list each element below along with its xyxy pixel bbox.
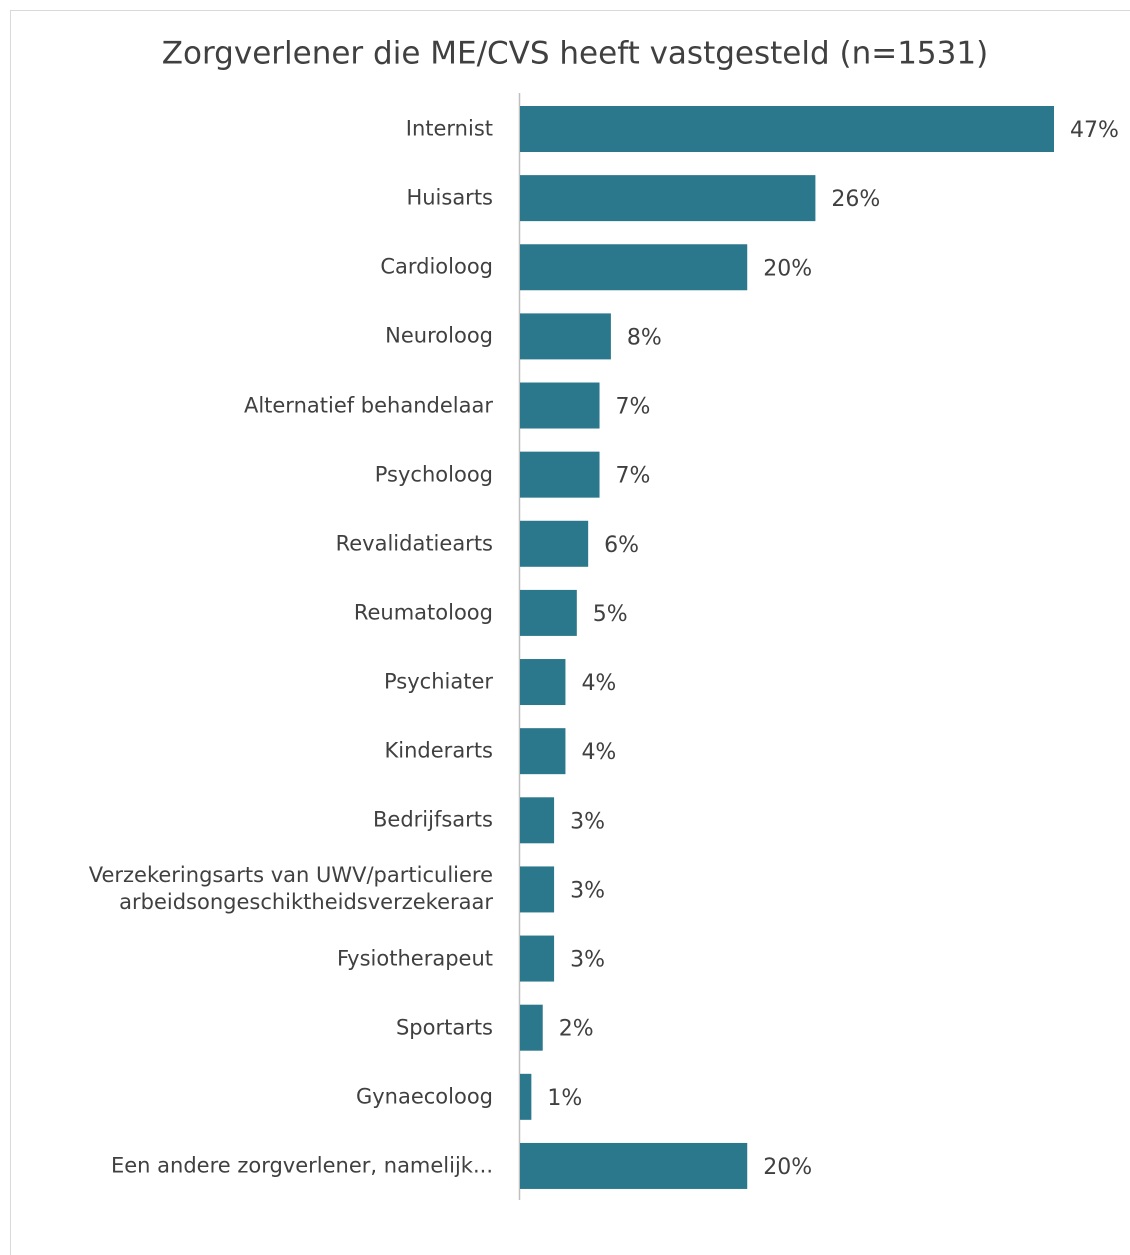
- chart-title: Zorgverlener die ME/CVS heeft vastgestel…: [162, 36, 988, 72]
- bar: [520, 244, 748, 291]
- category-label: Cardioloog: [380, 254, 493, 279]
- bar: [520, 1142, 748, 1189]
- value-label: 20%: [763, 1155, 812, 1180]
- category-label: Revalidatiearts: [335, 531, 493, 556]
- value-label: 26%: [831, 187, 880, 212]
- value-label: 1%: [547, 1086, 582, 1111]
- bar: [520, 728, 566, 775]
- value-label: 7%: [616, 395, 651, 420]
- category-label: Internist: [405, 116, 493, 141]
- chart-frame: [10, 10, 1130, 1255]
- bar: [520, 106, 1054, 152]
- category-label: Fysiotherapeut: [337, 946, 493, 971]
- bar: [520, 866, 555, 913]
- category-label: Psychiater: [383, 669, 493, 694]
- bar: [520, 935, 555, 982]
- category-label: Een andere zorgverlener, namelijk...: [110, 1153, 493, 1178]
- value-label: 3%: [570, 809, 605, 834]
- bar: [520, 520, 589, 567]
- value-label: 5%: [593, 602, 628, 627]
- bar: [520, 1073, 532, 1120]
- category-label: Huisarts: [406, 185, 493, 210]
- bar: [520, 175, 816, 222]
- category-label: Reumatoloog: [353, 600, 493, 625]
- bar: [520, 451, 600, 498]
- bar: [520, 589, 577, 636]
- category-label: Gynaecoloog: [355, 1084, 493, 1109]
- category-label: Kinderarts: [384, 738, 493, 763]
- value-label: 2%: [559, 1017, 594, 1042]
- value-label: 4%: [581, 740, 616, 765]
- value-label: 8%: [627, 325, 662, 350]
- category-label: Sportarts: [395, 1015, 493, 1040]
- value-label: 6%: [604, 533, 639, 558]
- bar: [520, 382, 600, 429]
- category-label: Psycholoog: [374, 462, 493, 487]
- bar: [520, 797, 555, 844]
- value-label: 3%: [570, 948, 605, 973]
- bar: [520, 659, 566, 706]
- bar: [520, 1004, 543, 1051]
- value-label: 3%: [570, 878, 605, 903]
- category-label: Alternatief behandelaar: [243, 393, 493, 418]
- bar: [520, 313, 611, 360]
- value-label: 4%: [581, 671, 616, 696]
- value-label: 20%: [763, 256, 812, 281]
- value-label: 47%: [1070, 118, 1119, 143]
- category-label: Verzekeringsarts van UWV/particuliere ar…: [88, 863, 493, 915]
- category-label: Bedrijfsarts: [373, 807, 493, 832]
- value-label: 7%: [616, 464, 651, 489]
- category-label: Neuroloog: [385, 323, 493, 348]
